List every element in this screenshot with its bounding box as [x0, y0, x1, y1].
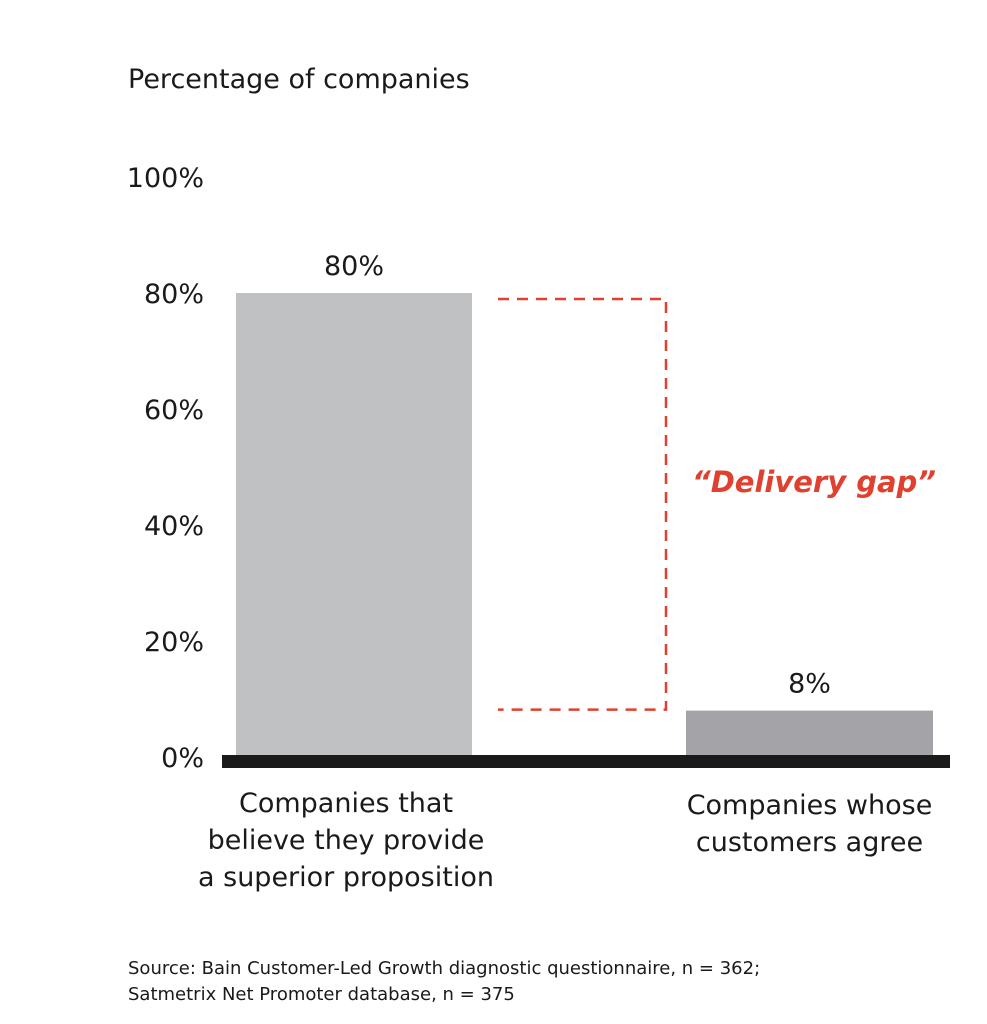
y-axis-ticks: 0% 20% 40% 60% 80% 100%: [127, 163, 204, 774]
y-tick-label: 40%: [144, 511, 204, 542]
y-axis-label: Percentage of companies: [128, 64, 470, 95]
y-tick-label: 80%: [144, 279, 204, 310]
source-line-1: Source: Bain Customer-Led Growth diagnos…: [128, 958, 760, 979]
delivery-gap-annotation: “Delivery gap”: [498, 297, 936, 711]
delivery-gap-bracket: [498, 297, 668, 711]
y-tick-label: 60%: [144, 395, 204, 426]
category-label: Companies that: [239, 788, 453, 819]
bars: [236, 293, 933, 757]
category-label: customers agree: [696, 827, 923, 858]
y-tick-label: 20%: [144, 627, 204, 658]
bar: [236, 293, 472, 757]
x-axis-baseline: [222, 755, 950, 768]
data-label: 8%: [788, 669, 831, 700]
bar: [686, 710, 933, 757]
category-label: believe they provide: [208, 825, 485, 856]
data-labels: 80% 8%: [324, 251, 831, 700]
source-line-2: Satmetrix Net Promoter database, n = 375: [128, 984, 515, 1005]
category-label: Companies whose: [687, 790, 933, 821]
category-labels: Companies that believe they provide a supe…: [198, 788, 932, 893]
y-tick-label: 100%: [127, 163, 204, 194]
category-label: a superior proposition: [198, 862, 494, 893]
data-label: 80%: [324, 251, 384, 282]
delivery-gap-label: “Delivery gap”: [692, 465, 936, 499]
y-tick-label: 0%: [161, 743, 204, 774]
